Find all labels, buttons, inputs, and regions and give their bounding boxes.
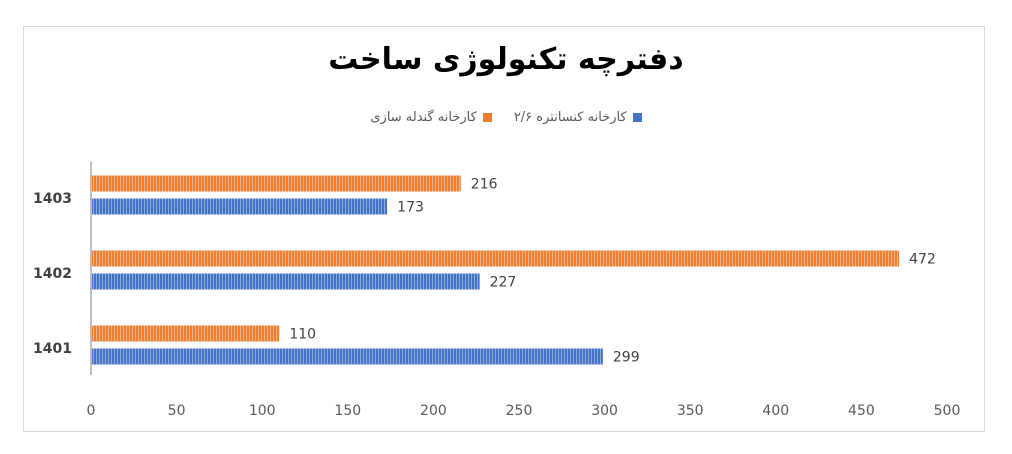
data-label-series-2-1402: 472: [909, 252, 936, 268]
category-label: 1403: [33, 191, 72, 207]
bar-series-1-1401: [92, 348, 603, 365]
data-label-series-1-1403: 173: [397, 200, 424, 216]
x-tick-label: 400: [762, 403, 789, 419]
x-tick-label: 50: [168, 403, 186, 419]
x-tick-label: 500: [934, 403, 961, 419]
legend-swatch-series-2: [482, 113, 492, 122]
bar-series-2-1401: [92, 325, 280, 342]
data-label-series-1-1402: 227: [490, 275, 517, 291]
x-tick-label: 250: [506, 403, 533, 419]
x-tick-label: 100: [249, 403, 276, 419]
data-label-series-2-1401: 110: [289, 327, 316, 343]
x-tick-label: 150: [334, 403, 361, 419]
data-label-series-1-1401: 299: [613, 350, 640, 366]
data-label-series-2-1403: 216: [471, 177, 498, 193]
bar-series-2-1403: [92, 175, 461, 192]
legend-label-series-1: کارخانه کنسانتره ۲/۶: [513, 110, 627, 125]
bar-series-1-1403: [92, 198, 388, 215]
x-tick-label: 300: [591, 403, 618, 419]
category-label: 1402: [33, 266, 72, 282]
category-label: 1401: [33, 341, 72, 357]
legend-swatch-series-1: [632, 113, 642, 122]
x-tick-label: 350: [677, 403, 704, 419]
bar-series-1-1402: [92, 273, 480, 290]
x-tick-label: 0: [87, 403, 96, 419]
legend: کارخانه کنسانتره ۲/۶ کارخانه گندله سازی: [0, 110, 1012, 125]
bar-series-2-1402: [92, 250, 900, 267]
legend-item-series-2: کارخانه گندله سازی: [370, 110, 492, 125]
chart-title: دفترچه تکنولوژی ساخت: [328, 42, 684, 77]
x-tick-label: 450: [848, 403, 875, 419]
x-tick-label: 200: [420, 403, 447, 419]
legend-label-series-2: کارخانه گندله سازی: [370, 110, 477, 125]
legend-item-series-1: کارخانه کنسانتره ۲/۶: [514, 110, 642, 125]
